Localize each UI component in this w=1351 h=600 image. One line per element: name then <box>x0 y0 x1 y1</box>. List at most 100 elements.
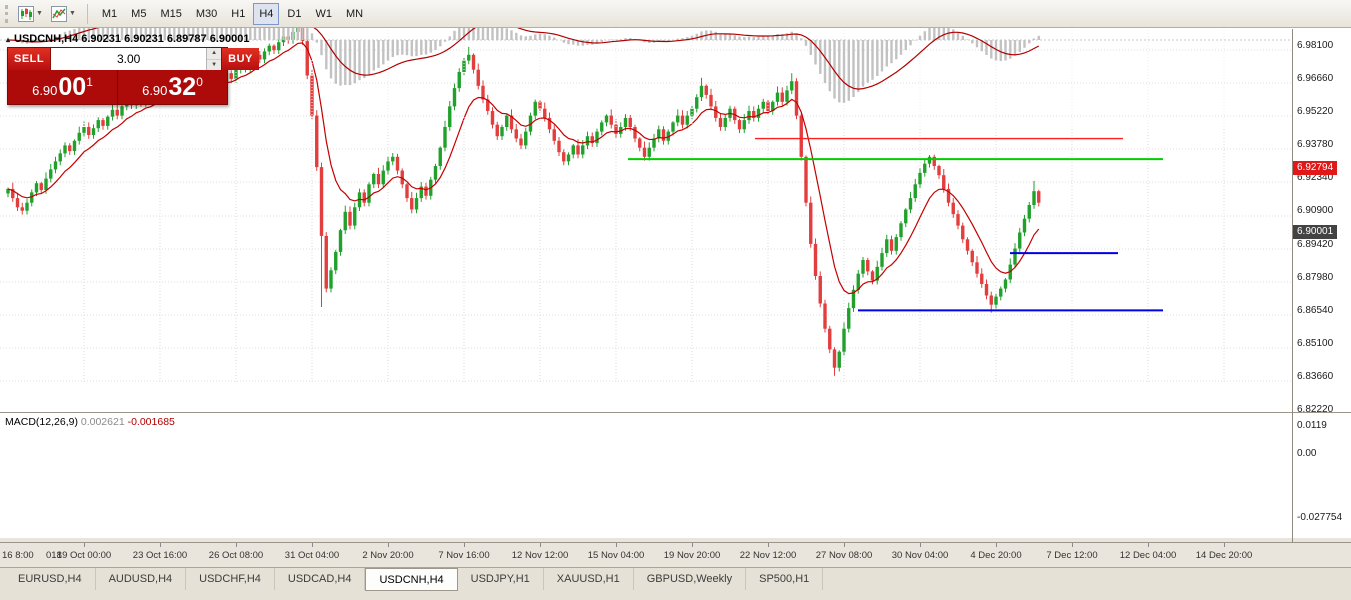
time-axis-label: 19 Nov 20:00 <box>663 550 721 561</box>
time-axis-label: 23 Oct 16:00 <box>132 550 188 561</box>
time-axis-label: 15 Nov 04:00 <box>587 550 645 561</box>
indicator-line-icon <box>50 5 67 22</box>
time-axis-label-partial: 16 8:00 <box>2 550 34 561</box>
price-tick-label: 6.93780 <box>1297 139 1334 150</box>
time-tick <box>996 543 997 547</box>
time-axis-label-partial: 018 <box>46 550 62 561</box>
timeframe-group: M1 M5 M15 M30 H1 H4 D1 W1 MN <box>95 2 370 25</box>
time-axis-label: 4 Dec 20:00 <box>970 550 1022 561</box>
timeframe-h1[interactable]: H1 <box>225 3 251 25</box>
sell-price-big: 00 <box>58 73 87 101</box>
current-price-badge: 6.90001 <box>1293 224 1338 239</box>
chart-type-button[interactable]: ▼ <box>14 2 47 26</box>
time-axis-label: 2 Nov 20:00 <box>362 550 414 561</box>
buy-price[interactable]: 6.90 32 0 <box>118 70 227 104</box>
pane-divider[interactable] <box>0 542 1351 543</box>
time-axis-label: 7 Nov 16:00 <box>438 550 490 561</box>
chart-ohlc-title: ▴ USDCNH,H4 6.90231 6.90231 6.89787 6.90… <box>6 33 249 45</box>
price-axis[interactable]: 6.98100 6.96660 6.95220 6.93780 6.92340 6.909… <box>1293 29 1351 543</box>
time-tick <box>540 543 541 547</box>
time-tick <box>1148 543 1149 547</box>
price-tick-label: 6.92340 <box>1297 172 1334 183</box>
volume-spinner: ▲ ▼ <box>206 48 222 70</box>
price-tick-label: 6.90900 <box>1297 205 1334 216</box>
volume-input[interactable] <box>51 48 207 70</box>
time-axis-label: 12 Nov 12:00 <box>511 550 569 561</box>
chart-tab-xauusd[interactable]: XAUUSD,H1 <box>544 568 634 590</box>
chart-tab-eurusd[interactable]: EURUSD,H4 <box>5 568 96 590</box>
time-axis-label: 30 Nov 04:00 <box>891 550 949 561</box>
chevron-down-icon: ▼ <box>36 10 43 17</box>
time-tick <box>616 543 617 547</box>
chart-tab-usdchf[interactable]: USDCHF,H4 <box>186 568 275 590</box>
sell-button[interactable]: SELL <box>8 48 52 70</box>
chart-tab-sp500[interactable]: SP500,H1 <box>746 568 824 590</box>
chart-tab-usdjpy[interactable]: USDJPY,H1 <box>458 568 544 590</box>
macd-value: 0.002621 <box>80 416 125 428</box>
macd-name: MACD(12,26,9) <box>5 416 78 428</box>
indicators-button[interactable]: ▼ <box>47 2 80 26</box>
sell-price-small: 6.90 <box>32 83 58 98</box>
time-tick <box>236 543 237 547</box>
time-axis-label: 19 Oct 00:00 <box>56 550 112 561</box>
timeframe-mn[interactable]: MN <box>340 3 369 25</box>
price-tick-label: 6.83660 <box>1297 371 1334 382</box>
timeframe-m1[interactable]: M1 <box>96 3 123 25</box>
timeframe-m5[interactable]: M5 <box>125 3 152 25</box>
chevron-down-icon: ▼ <box>68 10 76 17</box>
time-axis-label: 22 Nov 12:00 <box>739 550 797 561</box>
time-axis-label: 27 Nov 08:00 <box>815 550 873 561</box>
timeframe-m15[interactable]: M15 <box>154 3 187 25</box>
macd-tick-label: -0.027754 <box>1297 512 1343 524</box>
time-tick <box>692 543 693 547</box>
chart-tabs-bar: EURUSD,H4 AUDUSD,H4 USDCHF,H4 USDCAD,H4 USDC… <box>0 567 1351 600</box>
buy-price-small: 6.90 <box>142 83 168 98</box>
time-tick <box>1224 543 1225 547</box>
time-axis-label: 7 Dec 12:00 <box>1046 550 1098 561</box>
chart-tab-usdcad[interactable]: USDCAD,H4 <box>275 568 366 590</box>
chart-tab-usdcnh[interactable]: USDCNH,H4 <box>365 568 458 591</box>
price-tick-label: 6.98100 <box>1297 40 1334 51</box>
timeframe-m30[interactable]: M30 <box>190 3 223 25</box>
one-click-trading-panel: SELL ▲ ▼ BUY 6.90 00 1 6.90 32 0 <box>7 47 259 105</box>
toolbar-separator <box>86 3 88 24</box>
time-tick <box>844 543 845 547</box>
volume-down-icon[interactable]: ▼ <box>207 59 222 70</box>
price-tick-label: 6.87980 <box>1297 272 1334 283</box>
volume-up-icon[interactable]: ▲ <box>207 48 222 60</box>
timeframe-h4[interactable]: H4 <box>253 2 280 25</box>
price-tick-label: 6.86540 <box>1297 305 1334 316</box>
buy-price-sup: 0 <box>196 75 203 89</box>
macd-signal-value: -0.001685 <box>127 416 175 428</box>
line-price-badge: 6.92794 <box>1293 160 1338 175</box>
time-tick <box>1072 543 1073 547</box>
sell-price-sup: 1 <box>86 75 93 89</box>
toolbar-grip[interactable] <box>5 4 8 23</box>
time-tick <box>84 543 85 547</box>
chart-tab-gbpusd[interactable]: GBPUSD,Weekly <box>634 568 747 590</box>
time-tick <box>920 543 921 547</box>
macd-tick-label: 0.0119 <box>1297 420 1327 432</box>
sell-price[interactable]: 6.90 00 1 <box>8 70 118 104</box>
timeframe-d1[interactable]: D1 <box>281 3 307 25</box>
time-axis[interactable]: 19 Oct 00:00 23 Oct 16:00 26 Oct 08:00 31 O… <box>0 543 1351 567</box>
time-axis-label: 12 Dec 04:00 <box>1119 550 1177 561</box>
buy-price-big: 32 <box>168 73 197 101</box>
time-axis-label: 14 Dec 20:00 <box>1195 550 1253 561</box>
collapse-panel-icon[interactable]: ▴ <box>6 34 11 44</box>
ohlc-text: USDCNH,H4 6.90231 6.90231 6.89787 6.9000… <box>14 33 250 45</box>
pane-divider[interactable] <box>0 412 1351 413</box>
time-tick <box>312 543 313 547</box>
candlestick-chart-icon <box>18 5 34 22</box>
time-tick <box>464 543 465 547</box>
macd-label: MACD(12,26,9) 0.002621 -0.001685 <box>5 416 175 428</box>
top-toolbar: ▼ ▼ M1 M5 M15 M30 H1 H4 D1 W1 MN <box>0 0 1351 28</box>
price-tick-label: 6.95220 <box>1297 106 1334 117</box>
buy-button[interactable]: BUY <box>221 48 259 70</box>
price-tick-label: 6.82220 <box>1297 404 1334 415</box>
price-tick-label: 6.96660 <box>1297 73 1334 84</box>
price-tick-label: 6.85100 <box>1297 338 1334 349</box>
time-tick <box>388 543 389 547</box>
timeframe-w1[interactable]: W1 <box>309 3 338 25</box>
chart-tab-audusd[interactable]: AUDUSD,H4 <box>96 568 187 590</box>
